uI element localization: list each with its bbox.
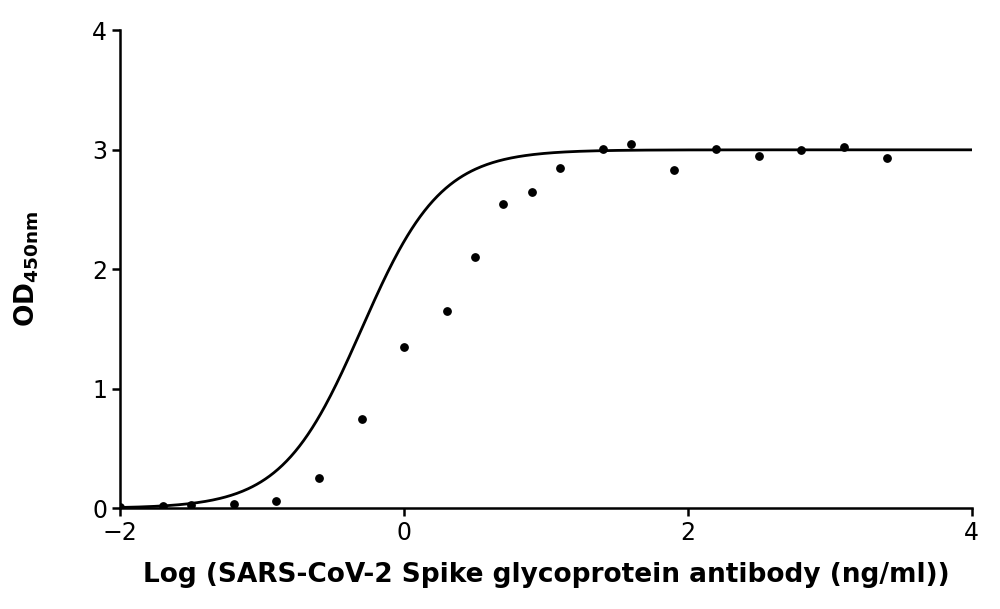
Point bbox=[183, 500, 199, 510]
Point bbox=[155, 501, 171, 511]
Point bbox=[623, 139, 639, 149]
Text: OD$_{\mathbf{450nm}}$: OD$_{\mathbf{450nm}}$ bbox=[12, 211, 41, 327]
Point bbox=[751, 151, 767, 161]
Point bbox=[552, 163, 568, 172]
Point bbox=[112, 502, 128, 512]
Point bbox=[595, 144, 611, 153]
Point bbox=[879, 153, 895, 163]
Point bbox=[467, 253, 483, 262]
Point bbox=[793, 145, 809, 155]
Point bbox=[354, 414, 370, 423]
Point bbox=[836, 143, 852, 152]
Point bbox=[708, 144, 724, 153]
Point bbox=[268, 496, 284, 506]
Point bbox=[396, 342, 412, 352]
X-axis label: Log (SARS-CoV-2 Spike glycoprotein antibody (ng/ml)): Log (SARS-CoV-2 Spike glycoprotein antib… bbox=[143, 562, 949, 588]
Point bbox=[495, 199, 511, 208]
Point bbox=[311, 474, 327, 484]
Point bbox=[226, 499, 242, 509]
Point bbox=[524, 187, 540, 197]
Point bbox=[439, 306, 455, 316]
Point bbox=[666, 165, 682, 175]
